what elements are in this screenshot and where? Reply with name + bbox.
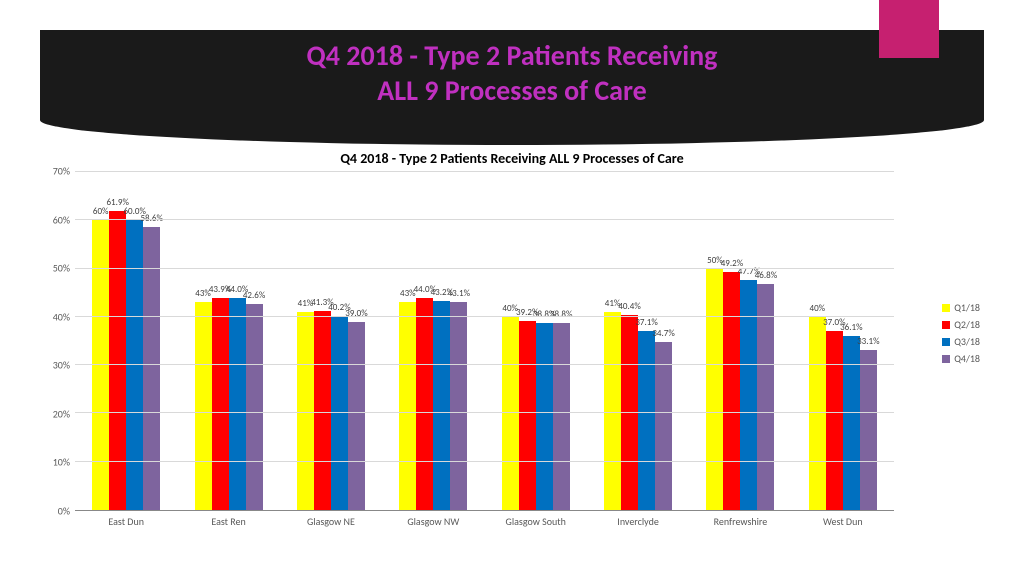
bar-value-label: 40%: [810, 303, 826, 314]
slide-title: Q4 2018 - Type 2 Patients Receiving ALL …: [0, 38, 1024, 108]
y-tick-label: 10%: [40, 456, 70, 469]
legend-item: Q4/18: [942, 352, 980, 365]
bar: 39.2%: [519, 321, 536, 510]
bar: 43%: [195, 302, 212, 510]
legend-label: Q1/18: [954, 301, 980, 314]
grid-line: [75, 219, 894, 220]
legend: Q1/18 Q2/18 Q3/18 Q4/18: [942, 301, 980, 369]
bar: 49.2%: [723, 272, 740, 510]
legend-swatch: [942, 355, 950, 363]
x-axis-labels: East DunEast RenGlasgow NEGlasgow NWGlas…: [75, 511, 894, 531]
x-axis-label: East Dun: [75, 511, 177, 531]
x-axis-label: Glasgow NW: [382, 511, 484, 531]
y-tick-label: 40%: [40, 310, 70, 323]
legend-label: Q4/18: [954, 352, 980, 365]
bar: 43%: [399, 302, 416, 510]
x-axis-label: Renfrewshire: [689, 511, 791, 531]
bar: 43.1%: [450, 302, 467, 510]
grid-line: [75, 268, 894, 269]
grid-line: [75, 364, 894, 365]
bar: 43.2%: [433, 301, 450, 510]
y-tick-label: 60%: [40, 213, 70, 226]
bar-group: 40%39.2%38.8%38.8%: [485, 172, 587, 510]
x-axis-label: Glasgow South: [485, 511, 587, 531]
bar: 38.8%: [553, 323, 570, 510]
bar: 38.8%: [536, 323, 553, 510]
bar-group: 40%37.0%36.1%33.1%: [792, 172, 894, 510]
x-axis-label: East Ren: [177, 511, 279, 531]
x-axis-label: Inverclyde: [587, 511, 689, 531]
bar: 41%: [297, 312, 314, 510]
accent-tab: [879, 0, 939, 58]
bar: 44.0%: [229, 298, 246, 510]
bar-group: 43%43.9%44.0%42.6%: [177, 172, 279, 510]
bar: 41.3%: [314, 311, 331, 510]
legend-item: Q2/18: [942, 318, 980, 331]
bar: 41%: [604, 312, 621, 510]
grid-line: [75, 461, 894, 462]
legend-swatch: [942, 338, 950, 346]
bar: 42.6%: [246, 304, 263, 510]
y-tick-label: 70%: [40, 165, 70, 178]
grid-line: [75, 316, 894, 317]
bar-value-label: 39.0%: [345, 308, 367, 319]
bar-value-label: 34.7%: [652, 328, 674, 339]
bar: 37.1%: [638, 331, 655, 510]
bar: 43.9%: [212, 298, 229, 510]
legend-label: Q3/18: [954, 335, 980, 348]
bar: 44.0%: [416, 298, 433, 510]
bar-value-label: 38.8%: [550, 309, 572, 320]
bar: 58.6%: [143, 227, 160, 510]
bar-group: 50%49.2%47.7%46.8%: [689, 172, 791, 510]
x-axis-label: West Dun: [792, 511, 894, 531]
legend-swatch: [942, 321, 950, 329]
y-tick-label: 30%: [40, 359, 70, 372]
bar-group: 41%41.3%40.2%39.0%: [280, 172, 382, 510]
bar: 47.7%: [740, 280, 757, 510]
legend-item: Q1/18: [942, 301, 980, 314]
legend-item: Q3/18: [942, 335, 980, 348]
bar-value-label: 37.1%: [635, 317, 657, 328]
bar-group: 43%44.0%43.2%43.1%: [382, 172, 484, 510]
bar: 61.9%: [109, 211, 126, 510]
bar-group: 60%61.9%60.0%58.6%: [75, 172, 177, 510]
legend-swatch: [942, 304, 950, 312]
grid-line: [75, 412, 894, 413]
plot-wrap: 0%10%20%30%40%50%60%70% 60%61.9%60.0%58.…: [75, 171, 894, 531]
bar: 34.7%: [655, 342, 672, 510]
chart-area: Q4 2018 - Type 2 Patients Receiving ALL …: [40, 150, 984, 556]
bar-value-label: 42.6%: [243, 290, 265, 301]
plot: 60%61.9%60.0%58.6%43%43.9%44.0%42.6%41%4…: [75, 171, 894, 511]
bar-group: 41%40.4%37.1%34.7%: [587, 172, 689, 510]
y-tick-label: 50%: [40, 262, 70, 275]
bar-value-label: 43.1%: [448, 288, 470, 299]
chart-title: Q4 2018 - Type 2 Patients Receiving ALL …: [40, 150, 984, 167]
bar: 39.0%: [348, 322, 365, 510]
title-line-2: ALL 9 Processes of Care: [377, 73, 646, 108]
bar-groups: 60%61.9%60.0%58.6%43%43.9%44.0%42.6%41%4…: [75, 172, 894, 510]
legend-label: Q2/18: [954, 318, 980, 331]
bar: 50%: [706, 269, 723, 510]
bar: 33.1%: [860, 350, 877, 510]
bar-value-label: 33.1%: [857, 336, 879, 347]
x-axis-label: Glasgow NE: [280, 511, 382, 531]
y-tick-label: 0%: [40, 505, 70, 518]
bar: 46.8%: [757, 284, 774, 510]
bar-value-label: 40.4%: [618, 301, 640, 312]
title-line-1: Q4 2018 - Type 2 Patients Receiving: [307, 38, 718, 73]
y-axis: 0%10%20%30%40%50%60%70%: [40, 171, 70, 511]
bar-value-label: 36.1%: [840, 322, 862, 333]
bar-value-label: 46.8%: [755, 270, 777, 281]
bar: 37.0%: [826, 331, 843, 510]
bar: 36.1%: [843, 336, 860, 510]
y-tick-label: 20%: [40, 407, 70, 420]
